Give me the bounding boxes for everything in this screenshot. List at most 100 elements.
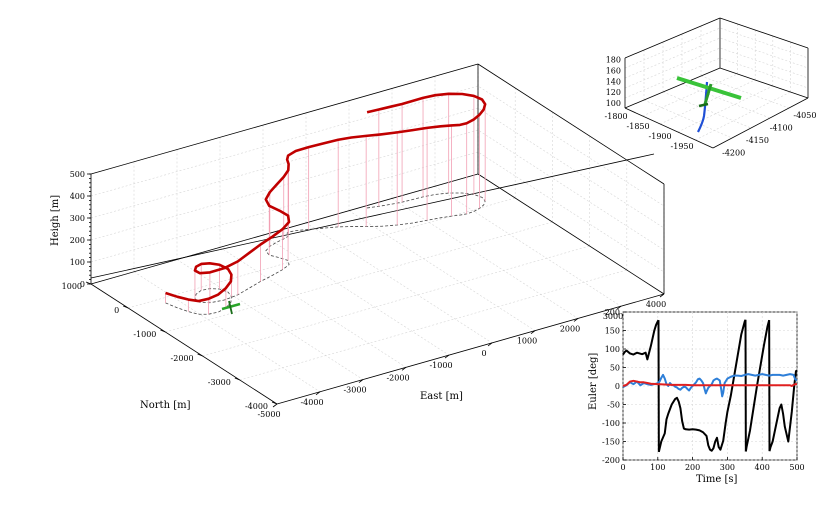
inset-floor-grid-b2 (660, 79, 756, 125)
inset-x-tick-label-3: -4050 (793, 111, 816, 120)
inset-wall-grid-h2 (624, 47, 809, 89)
east-tick-8 (616, 305, 622, 310)
box-edge-8 (477, 63, 665, 185)
east-tick-3 (401, 367, 407, 371)
trajectory-3d (165, 92, 487, 303)
inset-wall-grid-h1 (624, 57, 809, 99)
floor-grid-east-4 (262, 234, 450, 356)
east-tick-4 (444, 354, 450, 359)
euler-y-tick-label-1: 150 (605, 327, 620, 336)
inset-wall-grid-h3 (624, 37, 809, 79)
inset-floor-grid-b1 (642, 73, 738, 117)
east-tick-label-0: -5000 (257, 410, 280, 419)
main-x-axis-label: East [m] (420, 391, 463, 402)
ground-track-shadow (165, 192, 486, 315)
east-tick-label-1: -4000 (300, 398, 323, 407)
north-tick-label-1: 0 (114, 306, 119, 315)
euler-y-tick-label-4: 0 (615, 382, 620, 391)
euler-x-tick-label-1: 100 (650, 463, 665, 472)
east-tick-label-3: -2000 (386, 373, 409, 382)
ground-track-line (165, 192, 486, 315)
floor-grid-east-6 (348, 210, 536, 331)
euler-x-axis-label: Time [s] (696, 474, 737, 485)
inset-y-tick-label-3: -1950 (671, 142, 694, 151)
east-tick-label-6: 1000 (517, 337, 537, 346)
inset-y-tick-label-0: -1800 (605, 112, 628, 121)
euler-series (622, 319, 798, 453)
inset-z-tick-label-3: 120 (606, 88, 621, 97)
euler-series-1-segment-0 (622, 373, 798, 398)
inset-z-tick-label-4: 100 (606, 99, 621, 108)
box-edge-2 (90, 173, 479, 285)
east-tick-label-7: 2000 (560, 324, 580, 333)
inset-attitude-glyph (676, 76, 742, 133)
floor-grid-north-2 (165, 221, 553, 333)
inset-grid (624, 24, 809, 141)
floor-grid-north-4 (239, 269, 627, 381)
euler-x-tick-label-0: 0 (620, 463, 625, 472)
euler-y-axis-label: Euler [deg] (588, 353, 599, 410)
main-z-axis-label: Heigh [m] (50, 195, 61, 246)
trajectory-line (165, 92, 487, 303)
north-tick-5 (271, 401, 278, 405)
floor-grid-north-1 (128, 197, 516, 309)
east-tick-9 (659, 293, 665, 298)
z-tick-label-5: 500 (70, 170, 85, 179)
box-edge-3 (477, 173, 665, 295)
main-axis-ticks: -5000-4000-3000-2000-1000010002000300040… (62, 170, 667, 419)
box-edge-diagonal (90, 153, 655, 279)
north-tick-2 (160, 329, 166, 333)
east-tick-label-9: 4000 (646, 300, 666, 309)
euler-angle-plot: 0 100 200 300 400 500200150100500-50-100-150-… (588, 308, 805, 485)
north-tick-label-3: -2000 (171, 354, 194, 363)
north-tick-label-2: -1000 (133, 330, 156, 339)
wall-grid-z-2 (90, 129, 665, 251)
box-edge-1 (276, 293, 665, 405)
aircraft-fuselage (228, 300, 233, 315)
euler-series-0-segment-3 (768, 369, 798, 452)
inset-floor-grid-b3 (677, 85, 773, 133)
inset-edge-7 (624, 17, 721, 59)
inset-floor-grid-b4 (695, 91, 791, 141)
wall-grid-z-3 (90, 107, 665, 229)
inset-z-tick-label-2: 140 (606, 77, 621, 86)
inset-edge-0 (624, 67, 721, 109)
inset-wall-grid-h4 (624, 27, 809, 69)
euler-y-tick-label-5: -50 (607, 401, 620, 410)
inset-floor-grid-a4 (700, 75, 790, 109)
euler-y-tick-label-7: -150 (602, 438, 620, 447)
main-3d-plot: -5000-4000-3000-2000-1000010002000300040… (50, 24, 667, 419)
z-tick-label-4: 400 (70, 192, 85, 201)
wall-grid-z-4 (90, 85, 665, 207)
inset-y-tick-label-2: -1900 (649, 132, 672, 141)
inset-x-tick-label-2: -4100 (770, 123, 793, 132)
euler-series-0-segment-1 (657, 319, 747, 453)
floor-grid-east-8 (434, 185, 622, 307)
inset-floor-grid-a3 (681, 83, 771, 119)
euler-y-tick-label-2: 100 (605, 345, 620, 354)
main-right-wall (478, 24, 664, 254)
floor-grid-east-7 (391, 198, 579, 319)
inset-path (697, 81, 709, 133)
north-tick-4 (234, 377, 240, 381)
box-edge-0 (90, 283, 278, 405)
inset-edge-2 (712, 97, 809, 149)
inset-y-tick-label-1: -1850 (627, 122, 650, 131)
floor-grid-east-3 (219, 247, 407, 368)
east-tick-label-5: 0 (481, 349, 486, 358)
east-tick-2 (358, 379, 364, 383)
z-tick-label-1: 100 (70, 258, 85, 267)
floor-grid-north-3 (202, 245, 590, 357)
euler-y-tick-label-6: -100 (602, 419, 620, 428)
box-edge-7 (90, 63, 479, 175)
inset-edge-8 (719, 17, 809, 49)
east-tick-6 (530, 330, 536, 334)
inset-z-tick-label-1: 160 (606, 67, 621, 76)
inset-edge-3 (624, 107, 714, 149)
euler-y-tick-label-3: 50 (610, 364, 620, 373)
north-tick-label-5: -4000 (245, 402, 268, 411)
main-grid (90, 63, 665, 405)
